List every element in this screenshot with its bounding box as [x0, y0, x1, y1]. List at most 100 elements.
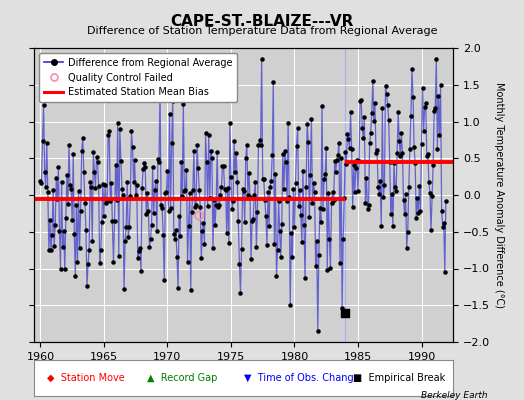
- Point: [215, 202, 224, 208]
- Point: [64, 201, 72, 208]
- Point: [156, 88, 164, 95]
- Point: [244, 192, 252, 198]
- Point: [69, 150, 78, 157]
- Point: [216, 192, 225, 198]
- Point: [330, 196, 338, 203]
- Point: [37, 180, 46, 186]
- Point: [116, 126, 124, 132]
- Point: [102, 200, 110, 206]
- Point: [403, 228, 412, 235]
- Point: [398, 150, 407, 156]
- Point: [165, 207, 173, 214]
- Point: [204, 132, 213, 138]
- Point: [436, 82, 445, 88]
- Point: [367, 110, 376, 116]
- Point: [90, 169, 99, 175]
- Point: [235, 260, 244, 267]
- Point: [408, 66, 416, 73]
- Point: [365, 140, 374, 146]
- Point: [176, 233, 184, 239]
- Point: [441, 269, 449, 275]
- Point: [184, 222, 193, 229]
- Point: [285, 193, 293, 200]
- Legend: Difference from Regional Average, Quality Control Failed, Estimated Station Mean: Difference from Regional Average, Qualit…: [39, 53, 237, 102]
- Point: [195, 187, 203, 193]
- Point: [312, 238, 321, 244]
- Point: [336, 259, 344, 266]
- Point: [166, 111, 174, 117]
- Point: [82, 226, 90, 233]
- Point: [147, 222, 156, 228]
- Point: [385, 116, 393, 123]
- Point: [251, 178, 259, 185]
- Point: [140, 160, 148, 167]
- Point: [346, 108, 355, 115]
- Point: [39, 101, 48, 108]
- Point: [274, 247, 282, 254]
- Point: [259, 176, 268, 182]
- Point: [337, 155, 345, 162]
- Point: [107, 180, 115, 187]
- Point: [121, 238, 129, 245]
- Point: [142, 210, 150, 217]
- Point: [158, 205, 166, 212]
- Point: [323, 266, 332, 273]
- Point: [434, 93, 443, 99]
- Point: [181, 187, 190, 193]
- Point: [134, 255, 142, 262]
- Point: [394, 109, 402, 116]
- Point: [155, 158, 163, 165]
- Point: [75, 244, 84, 251]
- Point: [149, 210, 158, 216]
- Point: [103, 197, 111, 204]
- Point: [409, 94, 417, 100]
- Point: [182, 167, 191, 173]
- Point: [387, 210, 395, 217]
- Point: [106, 198, 114, 204]
- Point: [86, 178, 94, 185]
- Point: [114, 120, 122, 126]
- Point: [79, 134, 87, 141]
- Point: [380, 181, 389, 188]
- Point: [183, 259, 192, 266]
- Point: [427, 226, 435, 233]
- Point: [333, 156, 341, 163]
- Point: [219, 163, 227, 170]
- Point: [375, 190, 384, 197]
- Text: ▲  Record Gap: ▲ Record Gap: [147, 373, 217, 383]
- Point: [178, 193, 187, 199]
- Point: [395, 138, 403, 144]
- Point: [309, 180, 318, 186]
- Point: [250, 192, 258, 199]
- Point: [282, 159, 290, 165]
- Point: [405, 184, 413, 190]
- Point: [311, 263, 320, 270]
- Point: [58, 179, 66, 185]
- Point: [371, 100, 379, 106]
- Point: [242, 154, 250, 161]
- Point: [329, 188, 337, 195]
- Point: [265, 223, 273, 229]
- Point: [89, 149, 97, 156]
- Point: [347, 146, 356, 152]
- Point: [81, 200, 89, 206]
- Point: [303, 121, 311, 127]
- Point: [110, 259, 118, 265]
- Point: [379, 194, 388, 201]
- Point: [124, 234, 133, 240]
- Point: [279, 151, 287, 158]
- Point: [429, 161, 438, 168]
- Point: [338, 305, 346, 311]
- Point: [233, 179, 242, 185]
- Point: [210, 196, 218, 203]
- Point: [341, 310, 350, 316]
- Point: [170, 230, 178, 237]
- Point: [320, 176, 329, 182]
- Point: [390, 159, 398, 166]
- Point: [275, 198, 283, 204]
- Point: [55, 228, 63, 234]
- Point: [372, 150, 380, 156]
- Point: [422, 153, 431, 159]
- Point: [428, 193, 436, 199]
- Point: [415, 182, 423, 189]
